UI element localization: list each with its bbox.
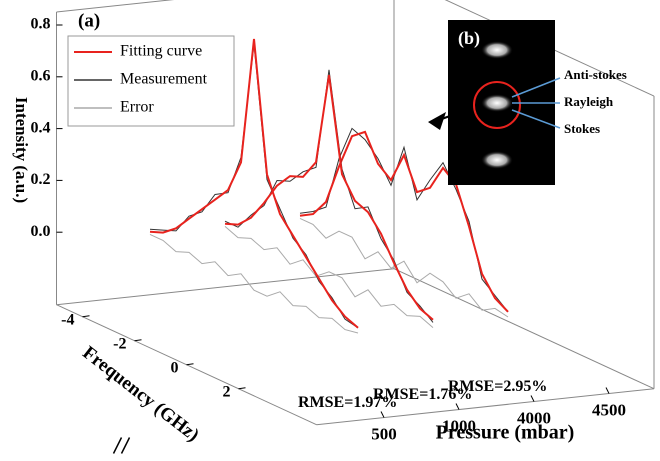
- legend-label: Measurement: [120, 71, 208, 88]
- y-tick-label: 4500: [592, 400, 626, 419]
- rmse-label: RMSE=2.95%: [448, 378, 547, 395]
- inset: (b) Anti-stokes Rayleigh Stokes: [428, 20, 627, 185]
- inset-pointer-line: [435, 115, 451, 122]
- error-line: [299, 217, 509, 318]
- x-tick: [134, 339, 142, 342]
- fit-line: [299, 130, 509, 313]
- floor-edge: [316, 388, 655, 426]
- x-tick: [82, 315, 90, 318]
- fit-line: [149, 38, 359, 329]
- z-tick-label: 0.2: [31, 171, 51, 188]
- z-tick-label: 0.0: [31, 223, 51, 240]
- annotation: Rayleigh: [564, 94, 614, 109]
- axis-break: [112, 437, 123, 454]
- z-axis-label: Intensity (a.u.): [12, 97, 31, 203]
- y-tick: [605, 387, 610, 394]
- annotation-arrow: [511, 109, 561, 129]
- y-tick: [380, 411, 385, 418]
- error-line: [149, 233, 359, 334]
- fit-line: [224, 74, 434, 321]
- rmse-label: RMSE=1.76%: [373, 386, 472, 403]
- spot: [481, 151, 513, 169]
- x-tick-label: -4: [61, 311, 74, 328]
- y-tick: [530, 395, 535, 402]
- x-axis-label: Frequency (GHz): [78, 342, 203, 446]
- y-tick-label: 500: [371, 424, 397, 443]
- annotation: Anti-stokes: [564, 67, 627, 82]
- y-tick-label: 1000: [442, 416, 476, 435]
- spot: [481, 94, 513, 112]
- floor-edge: [393, 268, 655, 390]
- legend-label: Error: [120, 99, 154, 116]
- wall-edge: [56, 0, 175, 13]
- x-tick: [186, 363, 194, 366]
- y-tick: [455, 403, 460, 410]
- x-tick-label: 0: [171, 359, 179, 376]
- legend-label: Fitting curve: [120, 43, 202, 60]
- annotation-arrow: [511, 77, 561, 98]
- panel-label: (a): [78, 10, 100, 31]
- axes-box: 0.0 0.2 0.4 0.6 0.8 -4 -2 0 2 500 1000 4000 4500: [31, 0, 655, 454]
- plot-area: RMSE=2.95%RMSE=1.76%RMSE=1.97%: [149, 38, 547, 411]
- y-tick-label: 4000: [517, 408, 551, 427]
- rmse-label: RMSE=1.97%: [298, 394, 397, 411]
- y-axis-label: Pressure (mbar): [436, 422, 575, 444]
- error-line: [224, 226, 434, 328]
- inset-label: (b): [458, 28, 480, 49]
- legend-items: Fitting curve Measurement Error: [74, 43, 208, 116]
- legend: Fitting curve Measurement Error: [67, 35, 235, 127]
- annotation: Stokes: [564, 121, 600, 136]
- x-tick-label: 2: [223, 383, 231, 400]
- highlight-circle: [473, 81, 521, 129]
- axis-break: [120, 437, 131, 454]
- z-tick-label: 0.4: [31, 119, 51, 136]
- z-tick-label: 0.6: [31, 67, 51, 84]
- spot: [481, 41, 513, 59]
- floor-edge: [56, 268, 395, 306]
- x-tick-label: -2: [113, 335, 126, 352]
- x-tick: [238, 387, 246, 390]
- z-tick-label: 0.8: [31, 16, 51, 33]
